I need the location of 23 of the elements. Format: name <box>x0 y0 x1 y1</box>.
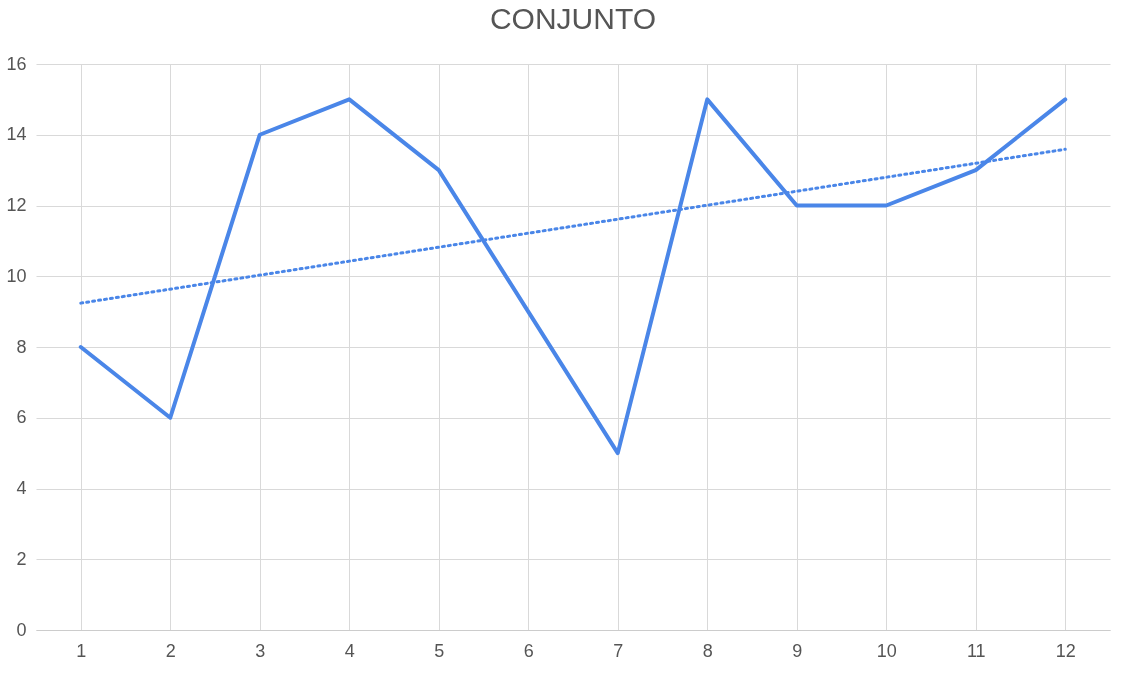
y-tick-label: 14 <box>6 124 27 145</box>
y-tick-label: 0 <box>16 619 27 640</box>
x-tick-label: 6 <box>523 640 534 661</box>
x-tick-label: 4 <box>344 640 355 661</box>
x-tick-label: 11 <box>966 640 986 661</box>
x-tick-label: 5 <box>434 640 445 661</box>
chart-title: CONJUNTO <box>489 2 657 35</box>
line-series <box>78 97 1068 456</box>
x-tick-label: 7 <box>613 640 624 661</box>
y-tick-label: 4 <box>16 478 27 498</box>
x-tick-label: 10 <box>876 640 897 661</box>
x-tick-label: 3 <box>255 640 266 661</box>
x-tick-label: 12 <box>1055 640 1076 661</box>
y-tick-label: 6 <box>16 407 27 428</box>
y-tick-label: 8 <box>16 336 27 357</box>
x-tick-label: 1 <box>76 640 87 661</box>
y-tick-label: 2 <box>16 548 27 569</box>
y-tick-label: 12 <box>6 195 27 215</box>
x-tick-label: 2 <box>165 640 176 661</box>
y-tick-label: 16 <box>6 53 27 74</box>
x-tick-label: 9 <box>792 640 803 661</box>
x-tick-label: 8 <box>702 640 713 661</box>
y-tick-label: 10 <box>6 265 27 286</box>
